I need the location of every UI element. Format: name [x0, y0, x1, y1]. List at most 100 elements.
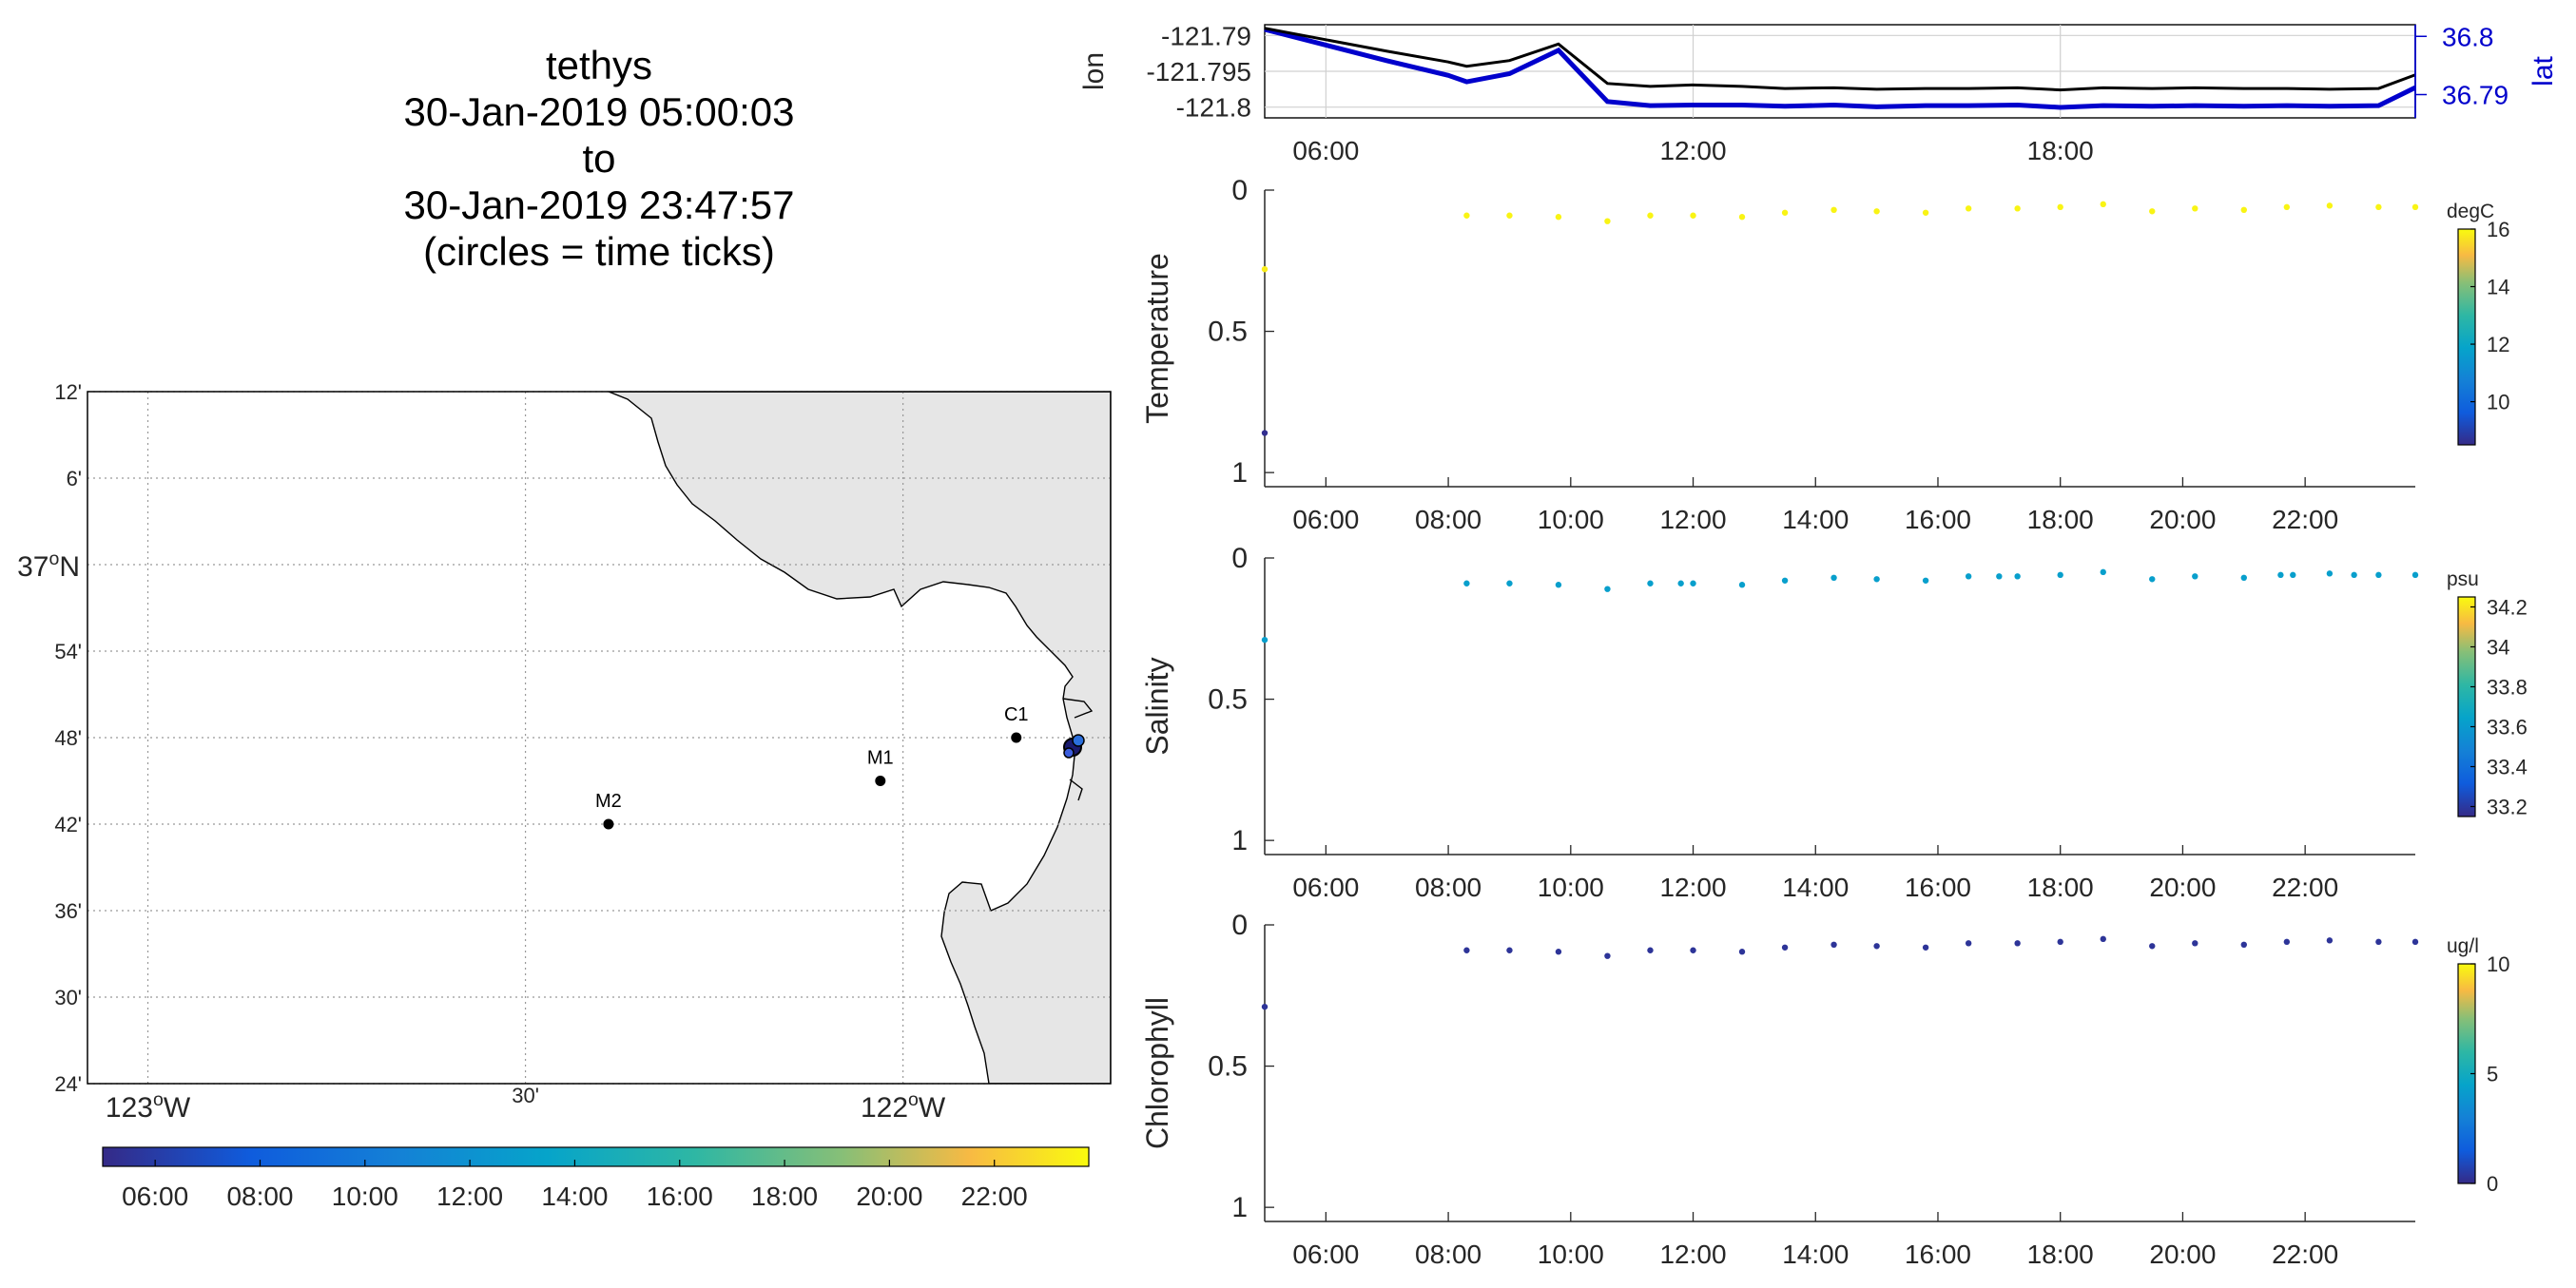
temperature-colorbar-tick-label: 10: [2487, 391, 2509, 414]
temperature-point: [2100, 201, 2106, 208]
map-longitude-labels: 123oW 30' 122oW: [106, 1084, 946, 1124]
salinity-x-tick-label: 08:00: [1415, 873, 1482, 902]
chlorophyll-point: [1555, 949, 1562, 955]
salinity-colorbar-tick-label: 33.2: [2487, 796, 2528, 819]
salinity-point: [2100, 568, 2106, 576]
station-label: M2: [595, 791, 622, 812]
salinity-x-tick-label: 06:00: [1292, 873, 1359, 902]
chlorophyll-point: [1647, 947, 1654, 953]
chlorophyll-x-tick-label: 20:00: [2149, 1240, 2216, 1269]
title-platform: tethys: [545, 43, 653, 87]
map-tick-label: 122oW: [861, 1089, 946, 1124]
temperature-point: [1830, 206, 1837, 213]
colorbar-tick-label: 18:00: [751, 1182, 818, 1211]
chlorophyll-point: [2411, 938, 2419, 946]
station-label: C1: [1004, 704, 1029, 725]
temperature-point: [2283, 203, 2291, 211]
temperature-point: [1738, 214, 1746, 221]
map-tick-label: 6': [67, 467, 82, 490]
temperature-colorbar-unit: degC: [2447, 201, 2494, 222]
salinity-point: [1830, 574, 1837, 581]
temperature-colorbar-tick-label: 12: [2487, 333, 2509, 356]
salinity-colorbar-tick-label: 33.8: [2487, 676, 2528, 700]
temperature-y-tick-label: 0: [1231, 175, 1248, 206]
salinity-colorbar-tick-label: 34: [2487, 636, 2509, 660]
lon-series-line: [1264, 27, 2416, 92]
map-frame: [87, 391, 1112, 1085]
salinity-point: [2240, 574, 2247, 581]
map-tick-label: 30': [54, 986, 82, 1009]
title-to: to: [582, 136, 616, 181]
salinity-point: [1922, 577, 1929, 584]
chlorophyll-point: [1690, 947, 1696, 953]
chlorophyll-point: [2100, 935, 2106, 943]
chlorophyll-y-tick-label: 1: [1231, 1192, 1248, 1223]
temperature-y-tick-label: 0.5: [1208, 317, 1248, 348]
salinity-point: [2277, 571, 2284, 579]
chlorophyll-point: [1781, 944, 1789, 951]
map-latitude-labels: 12' 6' 37oN 54' 48' 42' 36' 30' 24': [17, 380, 82, 1096]
salinity-point: [1555, 582, 1562, 588]
chlorophyll-x-tick-label: 10:00: [1538, 1240, 1604, 1269]
station-marker: [1011, 732, 1022, 743]
temperature-x-tick-label: 08:00: [1415, 505, 1482, 534]
lat-tick-label: 36.8: [2442, 22, 2494, 51]
chlorophyll-x-tick-label: 06:00: [1292, 1240, 1359, 1269]
map-time-colorbar-ticks: 06:00 08:00 10:00 12:00 14:00 16:00 18:00 20:00…: [122, 1160, 1028, 1211]
map-tick-label: 36': [54, 899, 82, 923]
temperature-panel: 0 0.5 1 06:00 08:00 10:00 12:00 14:00 16:00 18:00…: [1140, 175, 2509, 534]
title-start-time: 30-Jan-2019 05:00:03: [403, 89, 795, 134]
track-map: 12' 6' 37oN 54' 48' 42' 36' 30' 24' 123oW 30' 122o…: [17, 380, 1112, 1211]
temperature-colorbar: [2457, 228, 2476, 446]
temperature-point: [2057, 203, 2063, 211]
salinity-x-tick-label: 18:00: [2027, 873, 2094, 902]
salinity-point: [1677, 580, 1684, 586]
colorbar-tick-label: 08:00: [226, 1182, 293, 1211]
lon-axis-label: lon: [1078, 52, 1110, 90]
temperature-x-tick-label: 14:00: [1782, 505, 1849, 534]
temperature-x-tick-label: 18:00: [2027, 505, 2094, 534]
salinity-point: [1261, 636, 1269, 644]
colorbar-tick-label: 14:00: [541, 1182, 608, 1211]
salinity-point: [2057, 571, 2063, 579]
salinity-colorbar-tick-label: 34.2: [2487, 596, 2528, 620]
nav-x-tick-label: 18:00: [2027, 136, 2094, 165]
track-end-point: [1072, 734, 1085, 747]
colorbar-tick-label: 16:00: [647, 1182, 713, 1211]
chlorophyll-point: [2057, 938, 2063, 946]
temperature-x-tick-label: 12:00: [1659, 505, 1726, 534]
chlorophyll-point: [2240, 941, 2247, 948]
map-estuary: [1062, 698, 1094, 719]
salinity-panel: 0 0.5 1 06:00 08:00 10:00 12:00 14:00 16:00 18:00…: [1140, 543, 2528, 902]
chlorophyll-x-tick-label: 14:00: [1782, 1240, 1849, 1269]
track-start-point: [1063, 747, 1075, 759]
salinity-point: [1781, 577, 1789, 584]
map-graticule: [87, 391, 1111, 1085]
temperature-x-tick-label: 10:00: [1538, 505, 1604, 534]
chlorophyll-x-tick-label: 12:00: [1659, 1240, 1726, 1269]
salinity-x-tick-label: 16:00: [1905, 873, 1971, 902]
temperature-point: [2411, 203, 2419, 211]
temperature-point: [1506, 212, 1513, 219]
colorbar-tick-label: 06:00: [122, 1182, 188, 1211]
chlorophyll-colorbar-unit: ug/l: [2447, 935, 2479, 957]
lonlat-panel: 06:00 12:00 18:00 -121.79 -121.795 -121.8 36.8…: [1078, 21, 2559, 165]
salinity-y-label: Salinity: [1140, 657, 1174, 755]
salinity-point: [2149, 576, 2156, 583]
temperature-point: [1781, 209, 1789, 216]
chlorophyll-y-label: Chlorophyll: [1140, 997, 1174, 1149]
lat-axis-label: lat: [2528, 55, 2559, 86]
salinity-x-tick-label: 20:00: [2149, 873, 2216, 902]
map-tick-label: 12': [54, 380, 82, 404]
station-marker: [603, 818, 614, 830]
salinity-colorbar-tick-label: 33.4: [2487, 756, 2528, 779]
salinity-x-tick-label: 14:00: [1782, 873, 1849, 902]
salinity-point: [1604, 586, 1611, 592]
map-tick-label: 37oN: [17, 548, 80, 583]
lon-tick-label: -121.795: [1146, 57, 1251, 87]
chlorophyll-point: [2192, 940, 2198, 947]
temperature-point: [1463, 212, 1470, 219]
temperature-point: [2192, 205, 2198, 212]
temperature-point: [1261, 266, 1269, 273]
salinity-point: [1506, 580, 1513, 586]
